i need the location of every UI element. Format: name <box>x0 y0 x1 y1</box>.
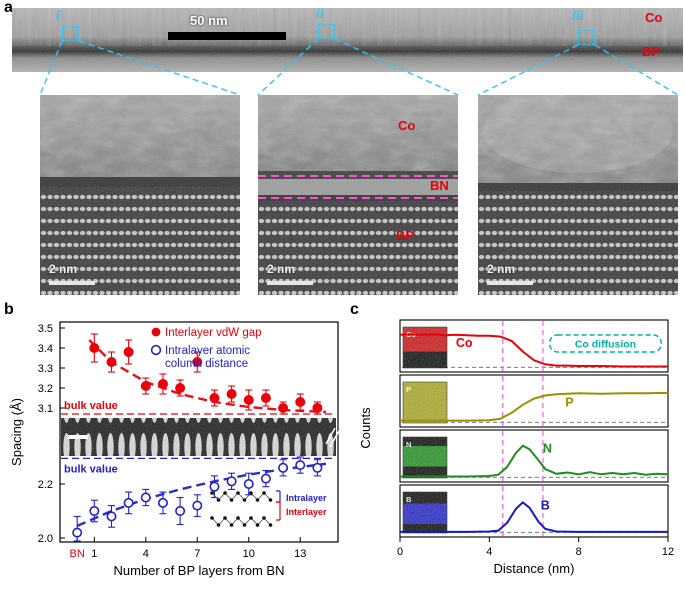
svg-text:Interlayer vdW gap: Interlayer vdW gap <box>165 327 262 339</box>
panel-b-label: b <box>4 301 14 318</box>
eds-map-n: N <box>402 436 448 479</box>
panel-a-label: a <box>4 0 13 16</box>
svg-text:8: 8 <box>576 546 582 558</box>
svg-text:3.2: 3.2 <box>38 383 53 395</box>
svg-text:3.3: 3.3 <box>38 363 53 375</box>
svg-text:BN: BN <box>70 548 85 560</box>
svg-text:Distance (nm): Distance (nm) <box>494 561 575 576</box>
svg-text:B: B <box>406 495 412 504</box>
spacing-chart: 3.5 3.4 3.3 3.2 3.1 2.2 2.0 Spacing (Å) BN 1 4 7 10 1… <box>9 321 340 578</box>
svg-text:13: 13 <box>294 548 306 560</box>
tem-zoom-ii: Co BN BP 2 nm <box>258 95 458 295</box>
svg-text:P: P <box>565 396 573 410</box>
region-i-box <box>62 26 79 41</box>
svg-text:Intralayer: Intralayer <box>286 493 327 503</box>
eds-map-p: P <box>402 381 448 424</box>
svg-text:bulk value: bulk value <box>64 463 118 475</box>
scale-bar-2nm-label: 2 nm <box>267 262 296 276</box>
svg-text:Number of BP layers from BN: Number of BP layers from BN <box>114 563 285 578</box>
region-i-label: i <box>56 9 60 24</box>
co-diffusion-annotation: Co diffusion <box>548 334 662 353</box>
svg-text:4: 4 <box>143 548 149 560</box>
svg-text:bulk value: bulk value <box>64 400 118 412</box>
scale-bar-2nm <box>267 281 313 285</box>
svg-text:Interlayer: Interlayer <box>286 507 327 517</box>
svg-text:Co diffusion: Co diffusion <box>575 339 636 351</box>
x-axis: BN 1 4 7 10 13 Number of BP layers from BN <box>70 537 306 578</box>
x-axis: 0 4 8 12 Distance (nm) <box>397 537 674 576</box>
legend: Interlayer vdW gap Intralayer atomic colum… <box>150 327 262 370</box>
tem-overview-image: i ii iii 50 nm Co BP <box>12 8 683 72</box>
svg-text:1: 1 <box>91 548 97 560</box>
zoom-ii-co-label: Co <box>398 118 416 133</box>
svg-text:N: N <box>543 442 552 456</box>
svg-text:3.4: 3.4 <box>38 343 53 355</box>
scale-bar-2nm-label: 2 nm <box>49 262 78 276</box>
svg-text:N: N <box>406 440 411 449</box>
svg-text:Co: Co <box>456 336 473 350</box>
intralayer-trend <box>76 462 327 528</box>
svg-text:2.2: 2.2 <box>38 479 53 491</box>
tem-zoom-ii-texture <box>258 95 458 295</box>
svg-text:2.0: 2.0 <box>38 533 53 545</box>
svg-text:3.5: 3.5 <box>38 323 53 335</box>
svg-text:Spacing (Å): Spacing (Å) <box>9 398 24 466</box>
scale-bar-50nm-label: 50 nm <box>190 13 228 28</box>
svg-text:12: 12 <box>662 546 674 558</box>
svg-text:4: 4 <box>486 546 492 558</box>
bulk-value-lines: bulk value bulk value <box>61 400 336 475</box>
structure-diagram-inset: Intralayer Interlayer <box>210 490 327 527</box>
tem-zoom-iii-texture <box>478 95 678 295</box>
interlayer-points <box>89 333 323 415</box>
tem-zoom-iii: 2 nm <box>478 95 678 295</box>
y-axis: 3.5 3.4 3.3 3.2 3.1 2.2 2.0 Spacing (Å) <box>9 323 65 545</box>
eds-map-co: Co <box>402 326 448 369</box>
region-ii-label: ii <box>316 7 324 22</box>
intralayer-points <box>72 456 323 542</box>
svg-text:0: 0 <box>397 546 403 558</box>
scale-bar-50nm <box>168 32 286 40</box>
co-layer-label: Co <box>645 10 663 25</box>
svg-text:B: B <box>541 498 550 512</box>
svg-text:Counts: Counts <box>358 407 373 449</box>
y-axis-label: Counts <box>358 407 373 449</box>
scale-bar-2nm <box>49 281 95 285</box>
region-ii-box <box>318 24 335 39</box>
eds-map-b: B <box>402 491 448 534</box>
svg-text:7: 7 <box>194 548 200 560</box>
zoom-ii-bn-label: BN <box>430 178 449 193</box>
lattice-inset-image <box>61 418 340 456</box>
svg-text:P: P <box>406 385 411 394</box>
panel-c-label: c <box>350 301 359 318</box>
scale-bar-2nm <box>487 281 533 285</box>
region-iii-label: iii <box>572 9 584 24</box>
tem-zoom-i: 2 nm <box>40 95 240 295</box>
tem-zoom-i-texture <box>40 95 240 295</box>
profile-panel-co: Co Co Co diffusion <box>399 319 669 373</box>
zoom-ii-bp-label: BP <box>396 228 415 243</box>
region-iii-box <box>578 30 595 45</box>
bp-layer-label: BP <box>642 44 661 59</box>
svg-text:10: 10 <box>243 548 255 560</box>
scale-bar-2nm-label: 2 nm <box>487 262 516 276</box>
svg-text:3.1: 3.1 <box>38 403 53 415</box>
profile-panel-p: PP <box>399 374 669 428</box>
